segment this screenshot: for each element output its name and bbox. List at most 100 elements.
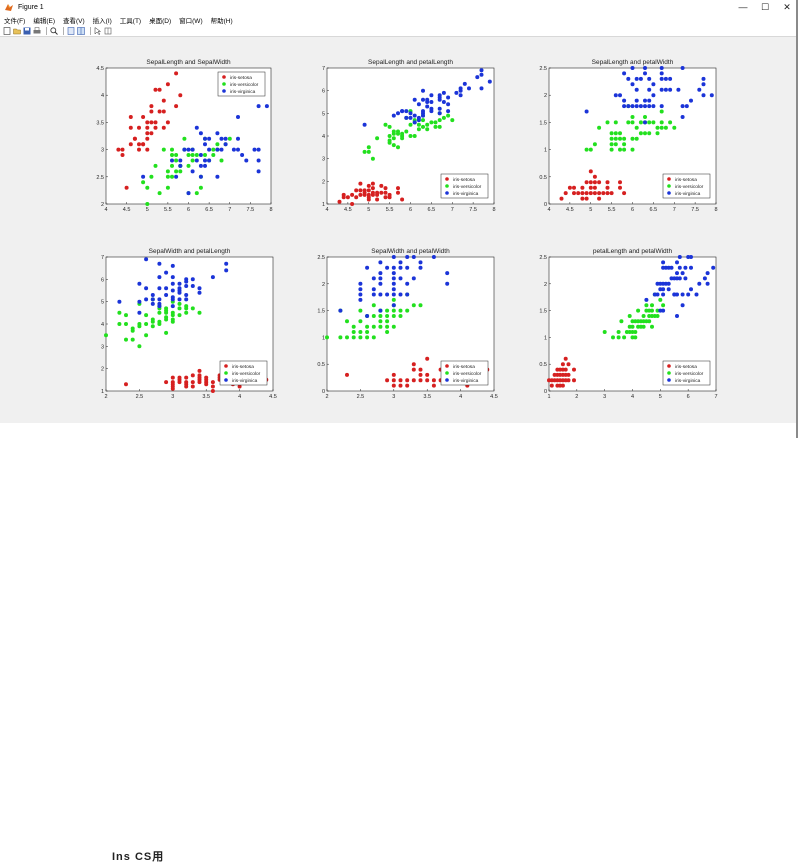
data-point-iris-virginica: [207, 136, 212, 141]
data-point-iris-versicolor: [194, 191, 199, 196]
data-point-iris-virginica: [231, 147, 236, 152]
data-point-iris-versicolor: [630, 120, 635, 125]
data-point-iris-versicolor: [184, 310, 189, 315]
data-point-iris-virginica: [680, 271, 685, 276]
link-plot-icon[interactable]: [67, 26, 75, 35]
data-point-iris-virginica: [686, 292, 691, 297]
data-point-iris-setosa: [174, 104, 179, 109]
chart-title: SepalLength and petalLength: [368, 59, 453, 66]
data-point-iris-versicolor: [650, 308, 654, 313]
data-point-iris-virginica: [358, 287, 363, 292]
data-point-iris-versicolor: [385, 319, 390, 324]
data-point-iris-virginica: [164, 270, 169, 275]
data-point-iris-virginica: [643, 120, 647, 125]
data-point-iris-setosa: [592, 185, 597, 190]
menu-help[interactable]: 帮助(H): [210, 17, 233, 25]
menu-view[interactable]: 查看(V): [62, 17, 85, 25]
data-point-iris-versicolor: [613, 131, 618, 136]
data-point-iris-virginica: [137, 281, 142, 286]
legend-box: [662, 173, 711, 199]
new-figure-icon[interactable]: [3, 26, 11, 35]
data-point-iris-virginica: [219, 136, 224, 141]
data-point-iris-virginica: [194, 158, 199, 163]
data-point-iris-versicolor: [378, 319, 383, 324]
menu-file[interactable]: 文件(F): [4, 17, 26, 25]
data-point-iris-versicolor: [365, 330, 370, 334]
y-tick-label: 1: [544, 148, 547, 154]
menu-window[interactable]: 窗口(W): [179, 17, 203, 25]
data-point-iris-virginica: [647, 104, 652, 109]
data-point-iris-virginica: [701, 82, 706, 87]
menu-edit[interactable]: 编辑(E): [33, 17, 55, 25]
x-tick-label: 3.5: [423, 394, 431, 400]
data-point-iris-virginica: [683, 265, 688, 270]
legend-marker: [667, 364, 671, 368]
data-point-iris-virginica: [705, 281, 710, 286]
data-point-iris-versicolor: [588, 147, 593, 152]
data-point-iris-versicolor: [396, 145, 400, 150]
data-point-iris-setosa: [584, 191, 589, 196]
menu-insert[interactable]: 插入(I): [92, 17, 112, 25]
data-point-iris-setosa: [618, 185, 622, 190]
data-point-iris-setosa: [137, 147, 141, 152]
edit-plot-arrow-icon[interactable]: [94, 26, 102, 35]
data-point-iris-versicolor: [144, 333, 149, 338]
y-tick-label: 5: [101, 300, 104, 306]
data-point-iris-versicolor: [370, 156, 375, 161]
data-point-iris-virginica: [358, 292, 363, 297]
data-point-iris-setosa: [396, 186, 400, 191]
data-point-iris-setosa: [572, 191, 576, 196]
insert-colorbar-icon[interactable]: [77, 26, 85, 35]
data-point-iris-virginica: [371, 287, 376, 292]
data-point-iris-versicolor: [164, 330, 169, 335]
data-point-iris-versicolor: [186, 153, 191, 157]
x-tick-label: 3: [603, 394, 606, 400]
data-point-iris-versicolor: [651, 120, 656, 125]
maximize-button[interactable]: ☐: [760, 2, 770, 12]
menu-desktop[interactable]: 桌面(D): [149, 17, 172, 25]
data-point-iris-setosa: [165, 82, 170, 87]
data-point-iris-virginica: [236, 115, 240, 119]
data-point-iris-setosa: [120, 153, 125, 157]
data-point-iris-versicolor: [659, 125, 664, 130]
data-point-iris-virginica: [663, 87, 668, 92]
data-point-iris-versicolor: [636, 319, 641, 324]
open-file-icon[interactable]: [13, 27, 21, 35]
y-tick-label: 4: [101, 93, 104, 99]
data-point-iris-virginica: [378, 281, 383, 286]
menu-tools[interactable]: 工具(T): [119, 17, 142, 25]
legend-label: iris-setosa: [230, 75, 252, 81]
data-point-iris-setosa: [145, 131, 150, 136]
x-tick-label: 4: [631, 394, 634, 400]
title-bar[interactable]: Figure 1 — ☐ ✕: [0, 0, 798, 14]
print-icon[interactable]: [33, 26, 41, 35]
legend-label: iris-virginica: [232, 378, 258, 384]
data-point-iris-virginica: [643, 104, 647, 109]
close-button[interactable]: ✕: [783, 2, 791, 12]
data-point-iris-versicolor: [145, 185, 150, 190]
data-point-iris-virginica: [141, 174, 146, 179]
data-point-iris-versicolor: [130, 337, 135, 342]
data-point-iris-versicolor: [429, 120, 434, 125]
data-point-iris-virginica: [252, 147, 257, 152]
save-icon[interactable]: [23, 27, 31, 35]
minimize-button[interactable]: —: [738, 2, 748, 12]
data-point-iris-virginica: [622, 71, 627, 76]
data-point-iris-virginica: [431, 255, 436, 259]
data-point-iris-setosa: [161, 125, 166, 130]
data-cursor-icon[interactable]: [104, 27, 112, 35]
data-point-iris-versicolor: [398, 308, 403, 313]
data-point-iris-versicolor: [178, 169, 183, 174]
data-point-iris-setosa: [552, 372, 557, 377]
zoom-icon[interactable]: [50, 26, 58, 35]
data-point-iris-virginica: [659, 87, 664, 92]
data-point-iris-virginica: [663, 265, 668, 270]
data-point-iris-virginica: [256, 158, 261, 163]
chart-title: SepalWidth and petalLength: [149, 248, 231, 255]
data-point-iris-virginica: [219, 147, 224, 152]
data-point-iris-versicolor: [365, 324, 370, 329]
data-point-iris-setosa: [411, 367, 416, 372]
data-point-iris-virginica: [378, 260, 383, 265]
y-tick-label: 3: [101, 344, 104, 350]
